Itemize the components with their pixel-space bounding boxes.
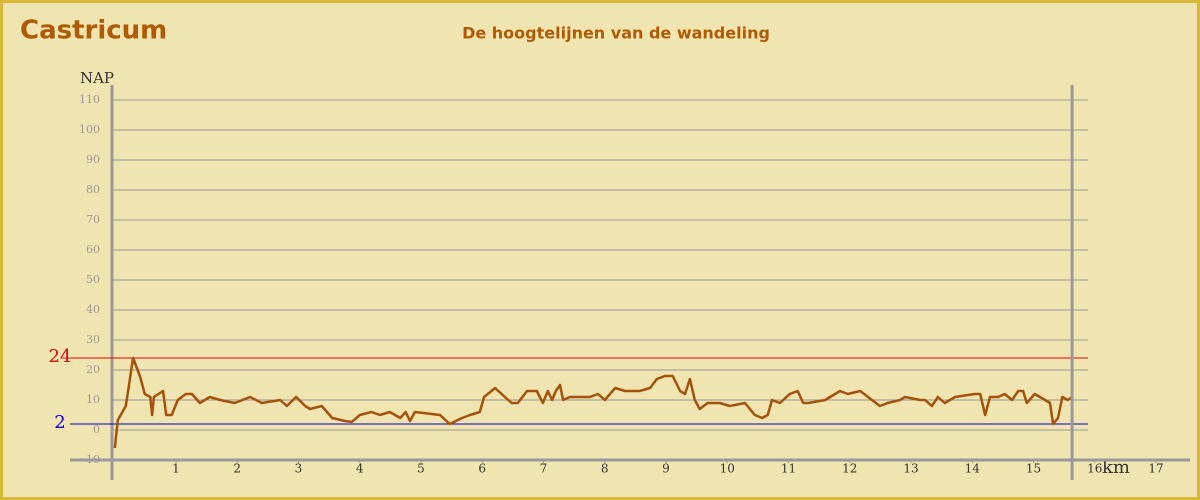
reference-label: 2	[54, 412, 65, 433]
x-axis-label: km	[1102, 457, 1130, 478]
y-tick-label: 60	[86, 243, 100, 256]
y-tick-label: 70	[86, 213, 100, 226]
y-tick-label: 10	[86, 393, 100, 406]
x-tick-label: 14	[965, 462, 981, 476]
y-tick-label: 80	[86, 183, 100, 196]
x-tick-label: 4	[356, 462, 364, 476]
y-axis-label: NAP	[80, 69, 114, 87]
x-tick-label: 15	[1026, 462, 1041, 476]
y-tick-label: 110	[79, 93, 100, 106]
x-tick-label: 10	[720, 462, 735, 476]
y-tick-label: 40	[86, 303, 100, 316]
x-tick-label: 12	[842, 462, 857, 476]
reference-label: 24	[49, 346, 72, 367]
x-tick-label: 8	[601, 462, 609, 476]
x-tick-label: 1	[172, 462, 180, 476]
y-tick-label: 30	[86, 333, 100, 346]
x-tick-label: 3	[295, 462, 303, 476]
y-tick-label: 20	[86, 363, 100, 376]
y-tick-label: 100	[79, 123, 100, 136]
x-tick-label: 7	[540, 462, 548, 476]
x-tick-label: 9	[662, 462, 670, 476]
page-title: Castricum	[20, 16, 167, 46]
x-tick-label: 2	[233, 462, 241, 476]
y-tick-label: 0	[93, 423, 100, 436]
x-tick-label: 5	[417, 462, 425, 476]
x-tick-label: 11	[781, 462, 796, 476]
x-tick-label: 6	[478, 462, 486, 476]
x-tick-label: 16	[1087, 462, 1102, 476]
elevation-line	[113, 356, 1073, 449]
y-tick-label: 90	[86, 153, 100, 166]
chart-title: De hoogtelijnen van de wandeling	[462, 24, 770, 43]
x-tick-label: 17	[1148, 462, 1163, 476]
x-tick-label: 13	[903, 462, 918, 476]
y-tick-label: 50	[86, 273, 100, 286]
